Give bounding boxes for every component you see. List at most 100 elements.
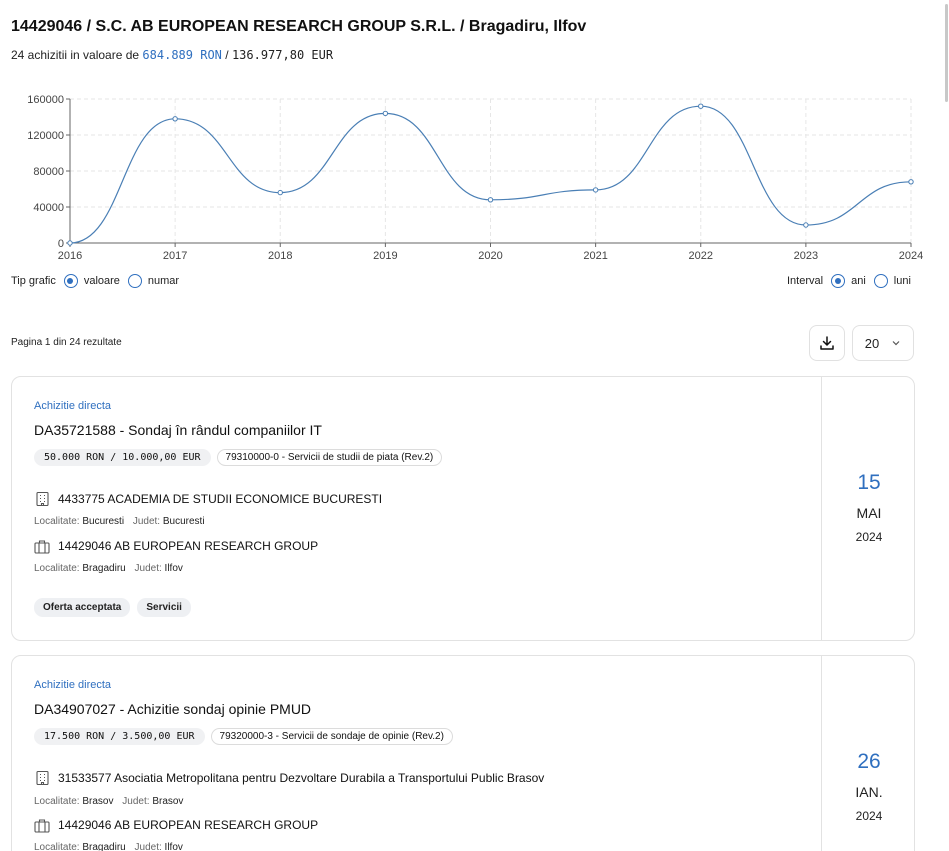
summary-separator: / (225, 48, 229, 62)
localitate-label: Localitate: (34, 563, 80, 574)
y-tick-label: 40000 (33, 202, 64, 214)
date-month: MAI (856, 505, 882, 521)
judet-label: Judet: (122, 796, 150, 807)
result-card-main: Achizitie directa DA35721588 - Sondaj în… (12, 377, 821, 640)
chevron-down-icon (892, 341, 900, 346)
x-tick-label: 2024 (899, 250, 923, 262)
building-icon (34, 491, 50, 507)
radio-numar[interactable] (127, 274, 142, 288)
value-chips: 17.500 RON / 3.500,00 EUR 79320000-3 - S… (34, 728, 453, 745)
x-tick-label: 2023 (794, 250, 818, 262)
briefcase-icon (34, 817, 50, 833)
x-tick-label: 2016 (58, 250, 82, 262)
data-point (592, 187, 599, 193)
radio-luni[interactable] (873, 274, 888, 288)
page-header: 14429046 / S.C. AB EUROPEAN RESEARCH GRO… (11, 18, 586, 62)
supplier-row: 14429046 AB EUROPEAN RESEARCH GROUP (34, 538, 318, 554)
supplier-location: Localitate: Bragadiru Judet: Ilfov (34, 563, 189, 574)
x-tick-label: 2021 (583, 250, 607, 262)
date-day: 15 (857, 471, 881, 494)
download-icon (820, 336, 834, 350)
radio-luni-label[interactable]: luni (893, 275, 911, 287)
authority-judet: Brasov (152, 796, 184, 807)
localitate-label: Localitate: (34, 516, 80, 527)
data-point (277, 189, 283, 196)
supplier-localitate: Bragadiru (82, 563, 126, 574)
data-point (803, 222, 809, 228)
radio-numar-label[interactable]: numar (147, 275, 180, 287)
radio-valoare[interactable] (63, 274, 78, 288)
page-size-select[interactable]: 20 (852, 325, 914, 361)
category-badge: Servicii (137, 598, 191, 617)
judet-label: Judet: (134, 842, 162, 851)
supplier-localitate: Bragadiru (82, 842, 126, 851)
status-tags: Oferta acceptata Servicii (34, 598, 191, 617)
result-card[interactable]: Achizitie directa DA34907027 - Achizitie… (11, 655, 915, 851)
page-size-value: 20 (864, 335, 880, 351)
summary-line: 24 achizitii in valoare de 684.889 RON /… (11, 48, 586, 62)
data-point (67, 240, 73, 246)
cpv-chip[interactable]: 79310000-0 - Servicii de studii de piata… (216, 449, 443, 466)
radio-ani[interactable] (831, 274, 846, 288)
x-tick-label: 2017 (163, 250, 187, 262)
authority-judet: Bucuresti (162, 516, 205, 527)
summary-count: 24 achizitii in valoare de (11, 48, 140, 62)
briefcase-icon (34, 538, 50, 554)
supplier-location: Localitate: Bragadiru Judet: Ilfov (34, 842, 189, 851)
procurement-title[interactable]: DA35721588 - Sondaj în rândul companiilo… (34, 422, 322, 438)
download-button[interactable] (809, 325, 845, 361)
procurement-title[interactable]: DA34907027 - Achizitie sondaj opinie PMU… (34, 701, 312, 717)
procurement-type: Achizitie directa (34, 679, 112, 691)
interval-label: Interval (787, 275, 824, 287)
authority-localitate: Brasov (82, 796, 114, 807)
y-tick-label: 0 (58, 238, 64, 250)
page-title: 14429046 / S.C. AB EUROPEAN RESEARCH GRO… (11, 18, 587, 35)
value-chips: 50.000 RON / 10.000,00 EUR 79310000-0 - … (34, 449, 443, 466)
procurement-type: Achizitie directa (34, 400, 112, 412)
pagination-summary: Pagina 1 din 24 rezultate (11, 337, 122, 348)
value-chip: 50.000 RON / 10.000,00 EUR (34, 449, 211, 466)
authority-localitate: Bucuresti (82, 516, 125, 527)
building-icon (34, 770, 50, 786)
x-tick-label: 2022 (689, 250, 713, 262)
judet-label: Judet: (132, 516, 161, 527)
y-tick-label: 120000 (27, 130, 64, 142)
x-tick-label: 2020 (478, 250, 502, 262)
result-card-main: Achizitie directa DA34907027 - Achizitie… (12, 656, 821, 851)
y-tick-label: 160000 (27, 94, 64, 106)
radio-ani-label[interactable]: ani (851, 275, 866, 287)
result-date: 15 MAI 2024 (821, 377, 914, 640)
judet-label: Judet: (134, 563, 162, 574)
y-tick-label: 80000 (33, 166, 64, 178)
scrollbar-thumb[interactable] (945, 4, 948, 102)
result-date: 26 IAN. 2024 (821, 656, 914, 851)
data-point (908, 179, 914, 185)
interval-selector: Interval ani luni (787, 274, 911, 288)
supplier-name[interactable]: 14429046 AB EUROPEAN RESEARCH GROUP (58, 539, 319, 553)
authority-row: 31533577 Asociatia Metropolitana pentru … (34, 770, 544, 786)
date-month: IAN. (855, 784, 883, 800)
result-card[interactable]: Achizitie directa DA35721588 - Sondaj în… (11, 376, 915, 641)
date-year: 2024 (855, 530, 883, 544)
acquisitions-line-chart: 0 40000 80000 120000 160000 2016 2017 2018 2019 2… (27, 94, 923, 262)
authority-name[interactable]: 4433775 ACADEMIA DE STUDII ECONOMICE BUC… (58, 492, 383, 506)
page-scrollbar[interactable] (944, 0, 949, 102)
localitate-label: Localitate: (34, 796, 80, 807)
x-tick-label: 2019 (373, 250, 397, 262)
summary-value-ron: 684.889 RON (142, 48, 222, 62)
authority-name[interactable]: 31533577 Asociatia Metropolitana pentru … (58, 771, 545, 785)
supplier-row: 14429046 AB EUROPEAN RESEARCH GROUP (34, 817, 318, 833)
chart-type-label: Tip grafic (11, 275, 56, 287)
data-point (382, 110, 389, 117)
data-point (487, 197, 494, 203)
authority-location: Localitate: Bucuresti Judet: Bucuresti (34, 516, 211, 527)
status-badge: Oferta acceptata (34, 598, 131, 617)
chart-type-selector: Tip grafic valoare numar (11, 274, 179, 288)
data-point (698, 103, 704, 109)
date-year: 2024 (855, 809, 883, 823)
supplier-name[interactable]: 14429046 AB EUROPEAN RESEARCH GROUP (58, 818, 319, 832)
data-point (172, 116, 178, 122)
radio-valoare-label[interactable]: valoare (83, 275, 120, 287)
authority-row: 4433775 ACADEMIA DE STUDII ECONOMICE BUC… (34, 491, 382, 507)
cpv-chip[interactable]: 79320000-3 - Servicii de sondaje de opin… (210, 728, 453, 745)
